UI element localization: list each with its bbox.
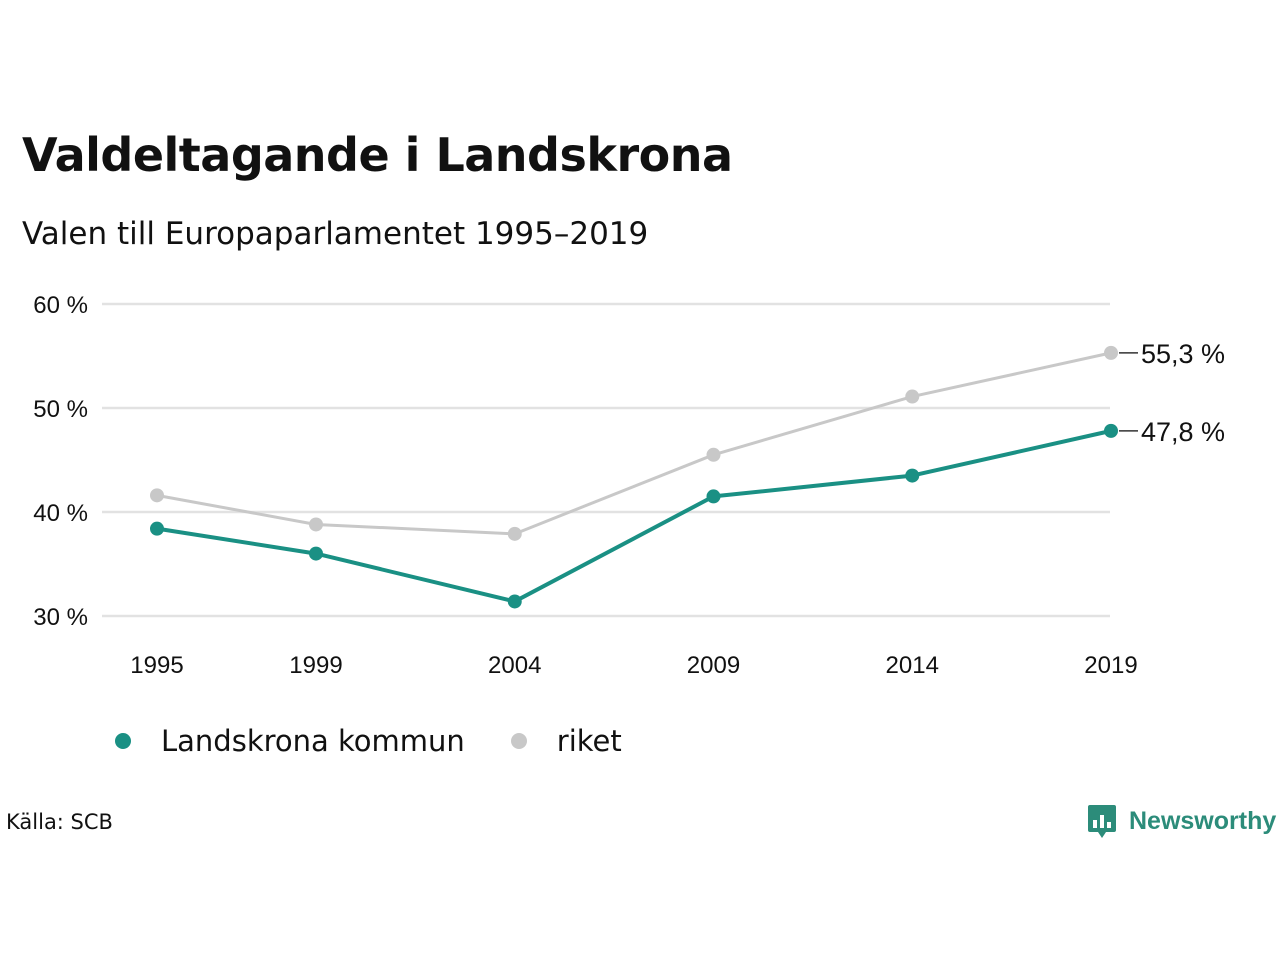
- chart-subtitle: Valen till Europaparlamentet 1995–2019: [22, 216, 649, 252]
- data-point-landskrona: [150, 521, 164, 536]
- x-tick-label: 2014: [886, 652, 939, 679]
- data-point-riket: [905, 389, 920, 404]
- brand-logo: Newsworthy: [1087, 803, 1276, 839]
- series-line-riket: [156, 351, 1112, 536]
- legend-item-riket: riket: [510, 724, 622, 758]
- legend-label-landskrona: Landskrona kommun: [161, 724, 465, 758]
- data-point-riket: [150, 488, 164, 503]
- grid-lines: [102, 302, 1110, 618]
- data-point-landskrona: [309, 546, 323, 561]
- series-line-landskrona: [156, 428, 1112, 604]
- legend: Landskrona kommun riket: [115, 724, 668, 758]
- data-point-riket: [507, 526, 522, 541]
- y-tick-label: 50 %: [33, 396, 88, 423]
- x-tick-label: 2004: [488, 652, 541, 679]
- data-point-landskrona: [1104, 423, 1118, 438]
- legend-marker-landskrona: [115, 733, 131, 749]
- x-tick-label: 2019: [1084, 652, 1137, 679]
- data-point-riket: [706, 447, 721, 462]
- data-point-landskrona: [507, 594, 522, 609]
- legend-label-riket: riket: [556, 724, 622, 758]
- x-axis-ticks: 1995 1999 2004 2009 2014 2019: [130, 652, 1137, 679]
- series-riket: [150, 345, 1118, 541]
- y-tick-label: 30 %: [33, 604, 88, 631]
- data-point-riket: [309, 517, 323, 532]
- x-tick-label: 1995: [130, 652, 183, 679]
- y-tick-label: 60 %: [33, 292, 88, 319]
- series-landskrona: [150, 423, 1118, 609]
- data-point-landskrona: [706, 489, 721, 504]
- y-tick-label: 40 %: [33, 500, 88, 527]
- series-layer: [150, 345, 1118, 609]
- data-point-riket: [1104, 345, 1118, 360]
- end-label-landskrona: 47,8 %: [1141, 417, 1225, 447]
- data-point-landskrona: [905, 468, 920, 483]
- chart-title: Valdeltagande i Landskrona: [22, 128, 733, 182]
- end-label-riket: 55,3 %: [1141, 339, 1225, 369]
- legend-marker-riket: [510, 733, 527, 749]
- legend-item-landskrona: Landskrona kommun: [115, 724, 465, 758]
- bar-chart-speech-bubble-icon: [1088, 805, 1116, 838]
- end-labels: 55,3 % 47,8 %: [1119, 339, 1225, 447]
- x-tick-label: 2009: [687, 652, 740, 679]
- brand-name: Newsworthy: [1129, 806, 1277, 835]
- x-tick-label: 1999: [289, 652, 342, 679]
- y-axis-ticks: 30 % 40 % 50 % 60 %: [33, 292, 88, 631]
- source-note: Källa: SCB: [6, 810, 113, 834]
